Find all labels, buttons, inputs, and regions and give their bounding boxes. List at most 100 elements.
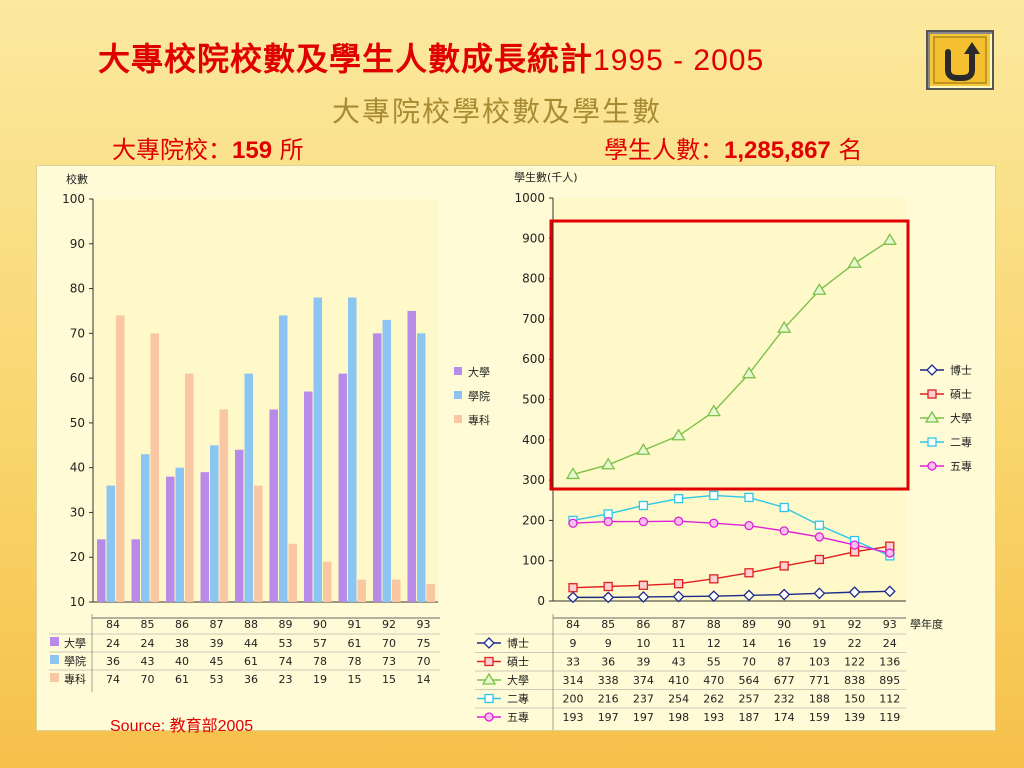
bar-y-tick-label: 40 [70, 461, 85, 475]
highlight-box [549, 219, 910, 491]
line-y-axis-label: 學生數(千人) [514, 170, 578, 184]
line-marker [568, 518, 578, 528]
legend-label: 二專 [950, 436, 972, 449]
line-y-tick-label: 100 [522, 554, 545, 568]
line-marker [481, 672, 497, 685]
line-marker [484, 712, 494, 722]
line-marker [927, 389, 937, 399]
table-cell: 314 [563, 674, 584, 687]
line-marker [672, 590, 685, 603]
title-years: 1995 - 2005 [593, 44, 765, 77]
table-cell: 254 [668, 693, 689, 706]
bar [279, 315, 288, 602]
table-cell: 374 [633, 674, 654, 687]
line-y-tick-label: 700 [522, 312, 545, 326]
line-marker [673, 493, 684, 504]
bar [392, 579, 401, 602]
bar-y-tick-label: 10 [70, 595, 85, 609]
bar [288, 543, 297, 602]
legend-label: 學院 [468, 389, 490, 403]
legend-label: 大學 [950, 411, 972, 425]
table-cell: 15 [382, 673, 396, 686]
table-header-cell: 89 [742, 618, 756, 631]
line-marker [671, 428, 686, 441]
table-cell: 73 [382, 655, 396, 668]
line-marker [777, 320, 792, 333]
table-header-cell: 85 [141, 618, 155, 631]
line-marker [709, 490, 719, 501]
series-line [572, 239, 891, 476]
table-header-cell: 93 [417, 618, 431, 631]
table-cell: 70 [742, 656, 756, 669]
line-marker [743, 589, 755, 602]
line-marker [778, 588, 791, 601]
table-header-cell: 90 [313, 618, 327, 631]
table-cell: 45 [210, 655, 224, 668]
schools-value: 159 [232, 137, 273, 164]
line-marker [779, 561, 789, 571]
table-cell: 150 [844, 693, 865, 706]
bar [348, 297, 357, 602]
line-marker [709, 574, 719, 584]
bar [175, 467, 184, 602]
table-cell: 61 [175, 673, 189, 686]
table-cell: 677 [774, 674, 795, 687]
line-marker [567, 591, 579, 604]
table-cell: 19 [313, 673, 327, 686]
line-marker [568, 583, 578, 593]
line-y-tick-label: 200 [522, 513, 545, 527]
table-cell: 38 [175, 637, 189, 650]
line-marker [706, 404, 721, 417]
table-cell: 188 [809, 693, 830, 706]
table-header-cell: 88 [244, 618, 258, 631]
table-cell: 174 [774, 711, 795, 724]
table-swatch [50, 637, 59, 646]
slide-subtitle: 大專院校學校數及學生數 [332, 95, 663, 128]
table-cell: 159 [809, 711, 830, 724]
table-row-label: 博士 [507, 637, 529, 650]
line-marker [814, 532, 825, 542]
table-cell: 16 [777, 637, 791, 650]
line-plot-area [553, 198, 906, 601]
legend-label: 博士 [950, 364, 972, 377]
line-x-axis-label: 學年度 [910, 617, 943, 631]
table-header-cell: 90 [777, 618, 791, 631]
table-cell: 197 [598, 711, 619, 724]
bar [185, 373, 194, 602]
table-cell: 24 [141, 637, 155, 650]
table-cell: 36 [601, 656, 615, 669]
table-header-cell: 88 [707, 618, 721, 631]
bar [407, 310, 416, 602]
table-header-cell: 92 [848, 618, 862, 631]
table-header-cell: 91 [812, 618, 826, 631]
table-cell: 11 [672, 637, 686, 650]
table-header-cell: 93 [883, 618, 897, 631]
bar [426, 584, 435, 602]
table-cell: 70 [382, 637, 396, 650]
table-cell: 24 [883, 637, 897, 650]
back-button[interactable] [926, 30, 994, 90]
table-header-cell: 87 [210, 618, 224, 631]
bar-y-tick-label: 100 [62, 192, 85, 206]
bar [141, 454, 150, 602]
line-marker [603, 581, 613, 592]
series-line [572, 494, 891, 557]
line-marker [927, 437, 937, 447]
table-header-cell: 91 [348, 618, 362, 631]
table-swatch [50, 673, 59, 682]
line-marker [744, 492, 754, 503]
table-cell: 43 [141, 655, 155, 668]
table-row-label: 大學 [507, 673, 529, 687]
table-header-cell: 84 [566, 618, 580, 631]
line-marker [779, 502, 789, 513]
bar [166, 476, 175, 602]
table-row-label: 專科 [64, 672, 86, 686]
bar-y-tick-label: 60 [70, 371, 85, 385]
line-marker [924, 410, 940, 423]
u-turn-arrow-icon [933, 36, 987, 84]
line-marker [638, 516, 649, 527]
bar-y-tick-label: 20 [70, 550, 85, 564]
table-header-cell: 85 [601, 618, 615, 631]
students-unit: 名 [830, 136, 863, 164]
table-cell: 895 [879, 674, 900, 687]
